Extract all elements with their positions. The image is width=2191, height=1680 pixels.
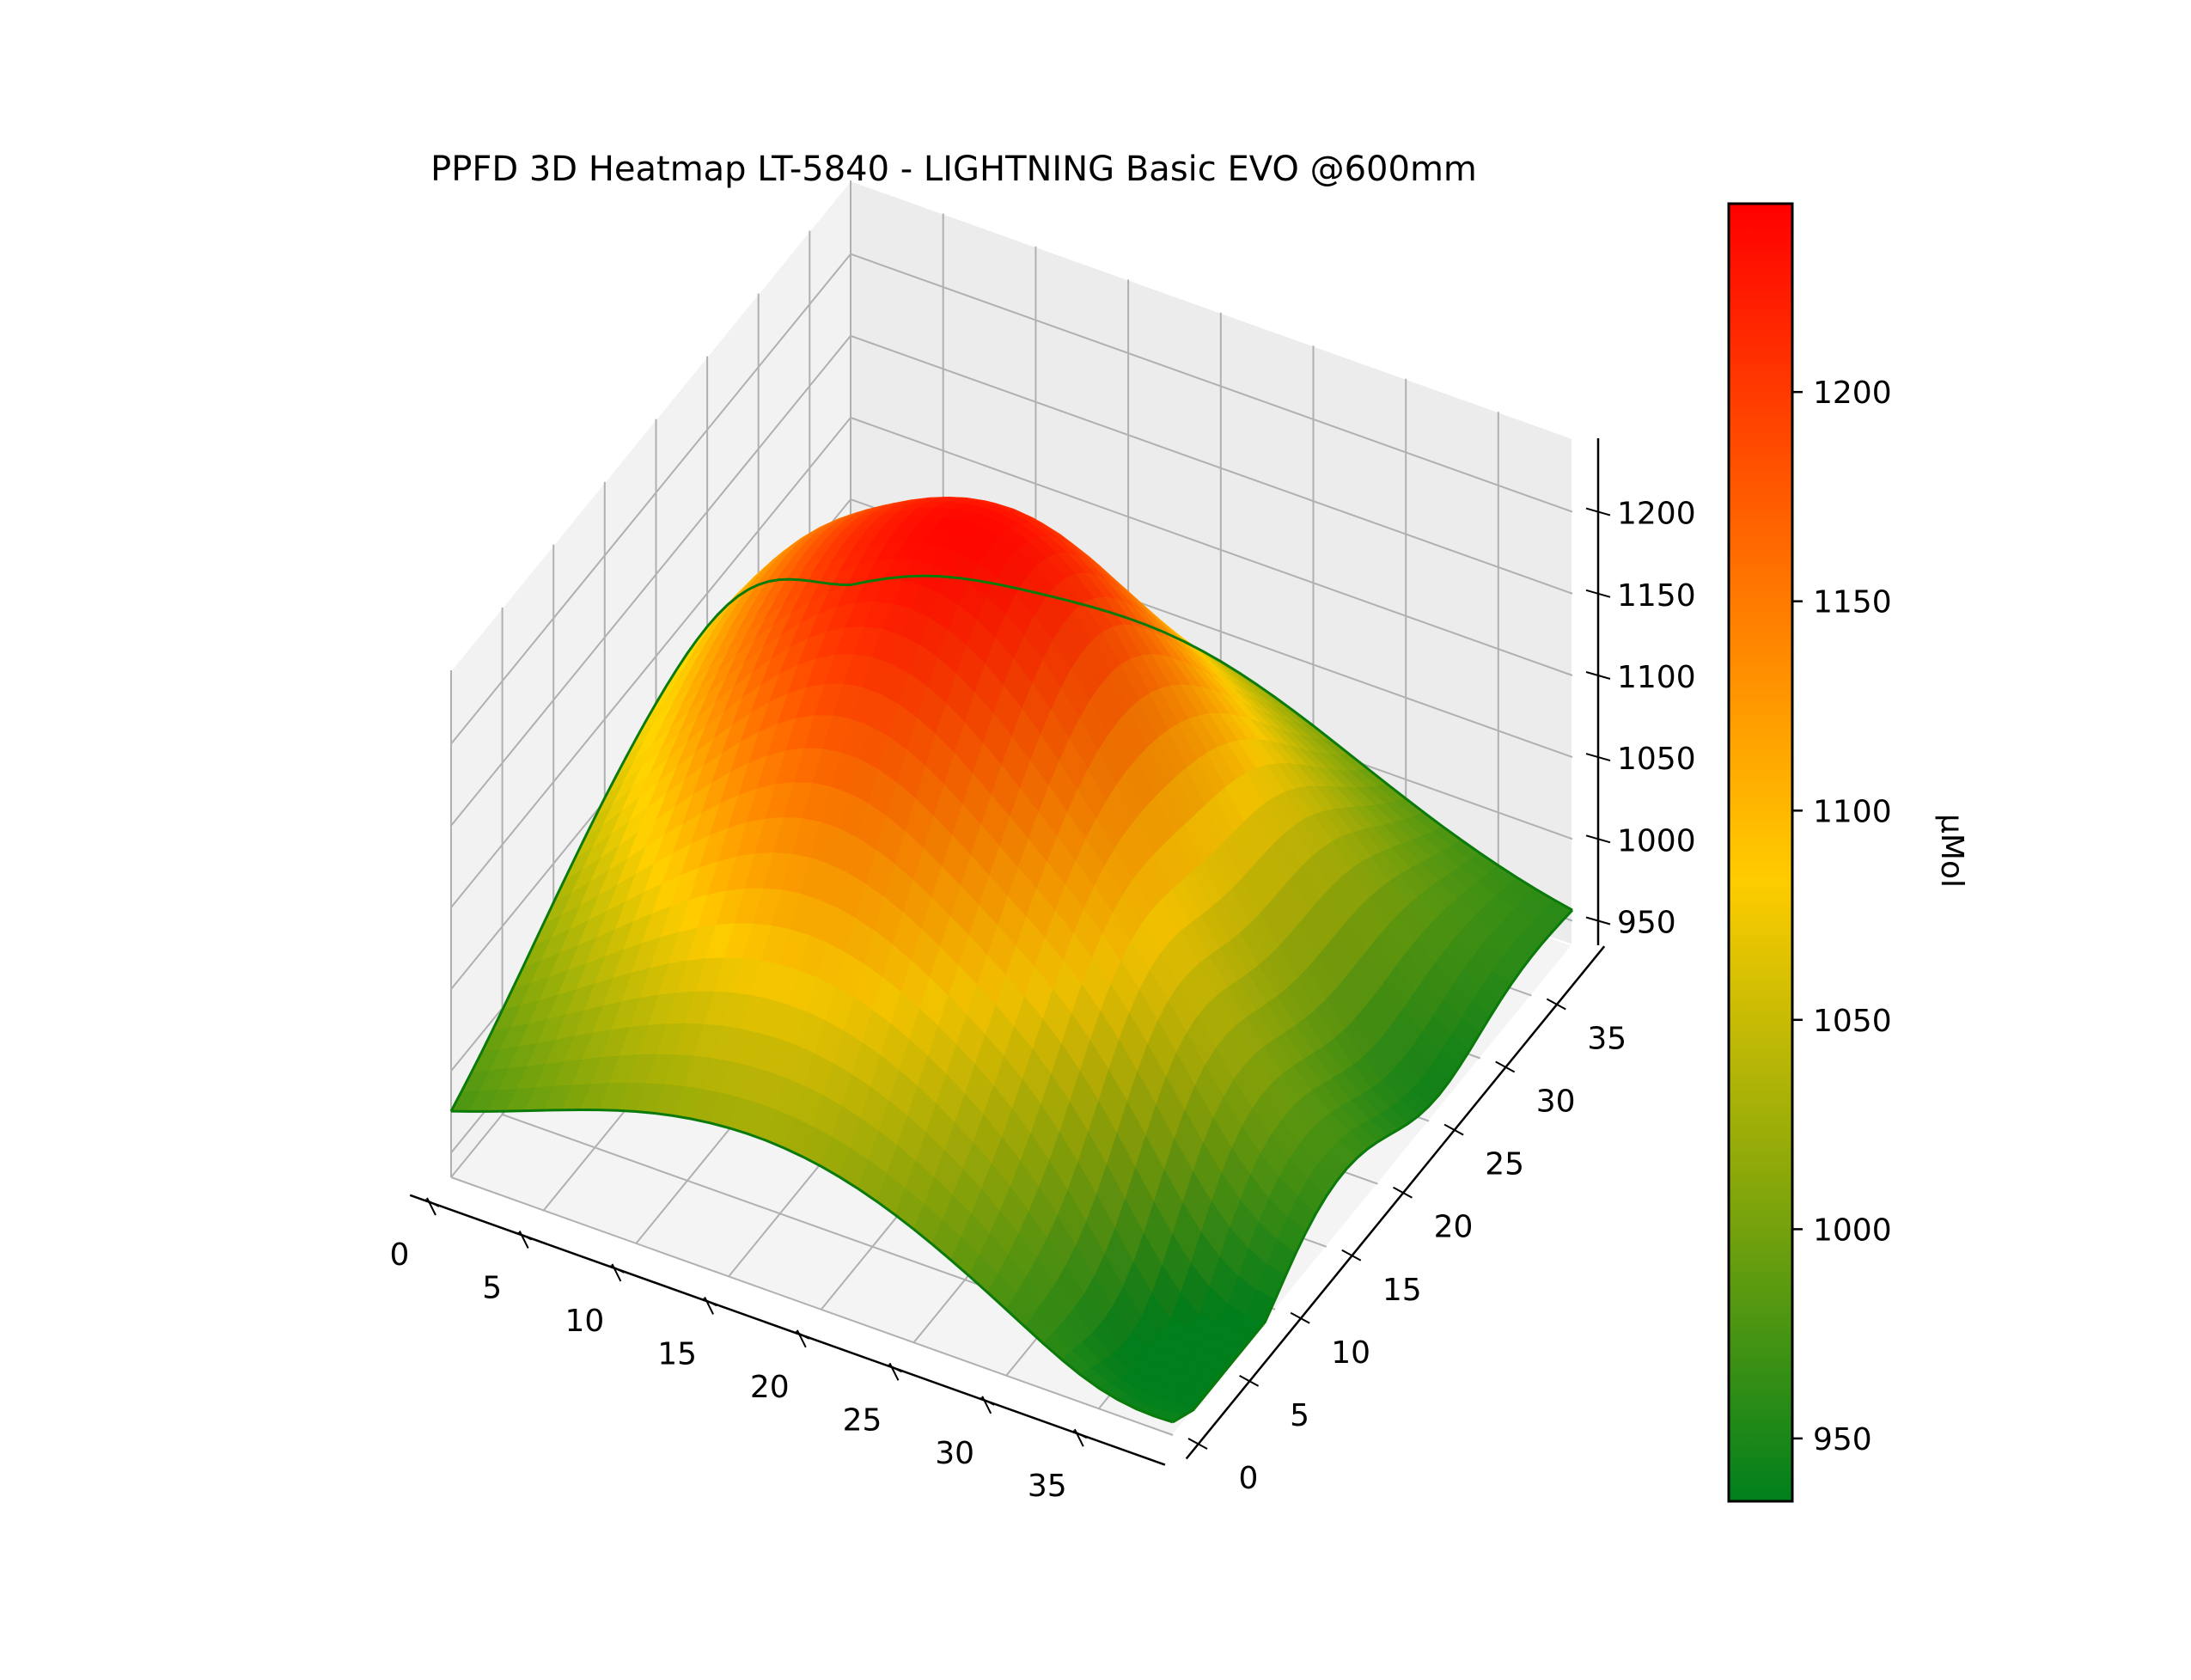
x-tick-label: 15 [657,1336,697,1371]
grid-line-z-wall-y [850,334,1573,595]
surface-edge-front-x [450,1109,1174,1424]
x-tick-label: 20 [750,1370,790,1405]
grid-line-z-wall-y [850,417,1573,676]
y-tick-label: 5 [1290,1398,1309,1433]
surface-edge-right [1172,909,1574,1424]
colorbar-ticks: 950 1000 1050 1100 1150 1200 [1792,376,1892,1457]
colorbar-label: μMol [1934,814,1969,888]
colorbar-gradient [1727,202,1794,1503]
y-tick-label: 10 [1331,1335,1370,1371]
z-axis: 950 1000 1050 1100 1150 1200 [1617,497,1696,941]
z-tick-label: 1050 [1617,742,1696,777]
axes-ticks: 0 5 10 15 20 25 30 35 0 5 10 15 20 25 30… [390,438,1696,1504]
surface-edge-back [850,574,1573,912]
ppfd-surface [449,497,1574,1424]
z-tick-label: 1150 [1617,578,1696,614]
grid-line-z-wall-y [850,253,1573,513]
colorbar-tick-label: 1200 [1813,376,1892,411]
chart-title: PPFD 3D Heatmap LT-5840 - LIGHTNING Basi… [430,150,1477,189]
colorbar-tick-label: 1000 [1813,1213,1892,1248]
x-tick-label: 35 [1028,1469,1067,1504]
x-tick-label: 30 [935,1436,974,1471]
z-tick-label: 1200 [1617,497,1696,532]
grid-line-z-wall-x [450,253,851,745]
colorbar-tick-label: 950 [1813,1422,1872,1457]
colorbar-tick-label: 1050 [1813,1004,1892,1039]
x-axis: 0 5 10 15 20 25 30 35 [390,1237,1067,1504]
y-tick-label: 25 [1485,1147,1524,1182]
y-tick-label: 35 [1587,1022,1626,1057]
grid-line-z-wall-x [450,417,851,908]
x-tick-label: 5 [482,1271,502,1306]
y-axis-line [1185,945,1606,1460]
colorbar: 950 1000 1050 1100 1150 1200 μMol [1727,202,1969,1503]
z-tick-label: 1000 [1617,823,1696,858]
y-tick-label: 15 [1382,1273,1422,1308]
grid-line-z-wall-x [450,335,851,827]
grid-line-y-floor [450,1176,1174,1436]
y-axis: 0 5 10 15 20 25 30 35 [1239,1022,1627,1497]
x-tick-label: 10 [565,1304,604,1339]
x-axis-line [409,1194,1166,1466]
colorbar-tick-label: 1100 [1813,794,1892,829]
y-tick-label: 20 [1434,1210,1474,1245]
y-tick-label: 30 [1536,1084,1576,1120]
z-tick-label: 950 [1617,906,1676,941]
x-tick-label: 0 [390,1237,410,1273]
colorbar-tick-label: 1150 [1813,585,1892,620]
surface-edge-front-y [449,577,851,1112]
x-tick-label: 25 [843,1402,882,1438]
y-tick-label: 0 [1239,1461,1259,1496]
z-tick-label: 1100 [1617,660,1696,695]
